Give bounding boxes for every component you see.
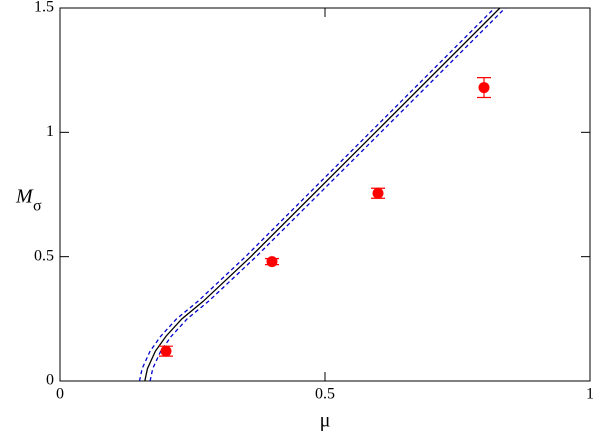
point: [266, 256, 278, 268]
x-tick-label: 0: [56, 386, 64, 403]
y-axis-label: M: [15, 186, 34, 208]
y-tick-label: 1: [46, 123, 54, 140]
y-tick-label: 1.5: [34, 0, 54, 16]
x-tick-label: 0.5: [315, 386, 335, 403]
point: [160, 345, 172, 357]
curve: [149, 8, 506, 381]
curve: [138, 8, 496, 381]
point: [478, 82, 490, 94]
y-tick-label: 0.5: [34, 247, 54, 264]
y-axis-label-sub: σ: [33, 198, 42, 215]
curve: [144, 8, 501, 381]
x-axis-label: μ: [320, 410, 331, 432]
plot-frame: [59, 7, 591, 382]
point: [372, 187, 384, 199]
y-tick-label: 0: [46, 372, 54, 389]
x-tick-label: 1: [586, 386, 594, 403]
plot-area: [138, 8, 506, 381]
